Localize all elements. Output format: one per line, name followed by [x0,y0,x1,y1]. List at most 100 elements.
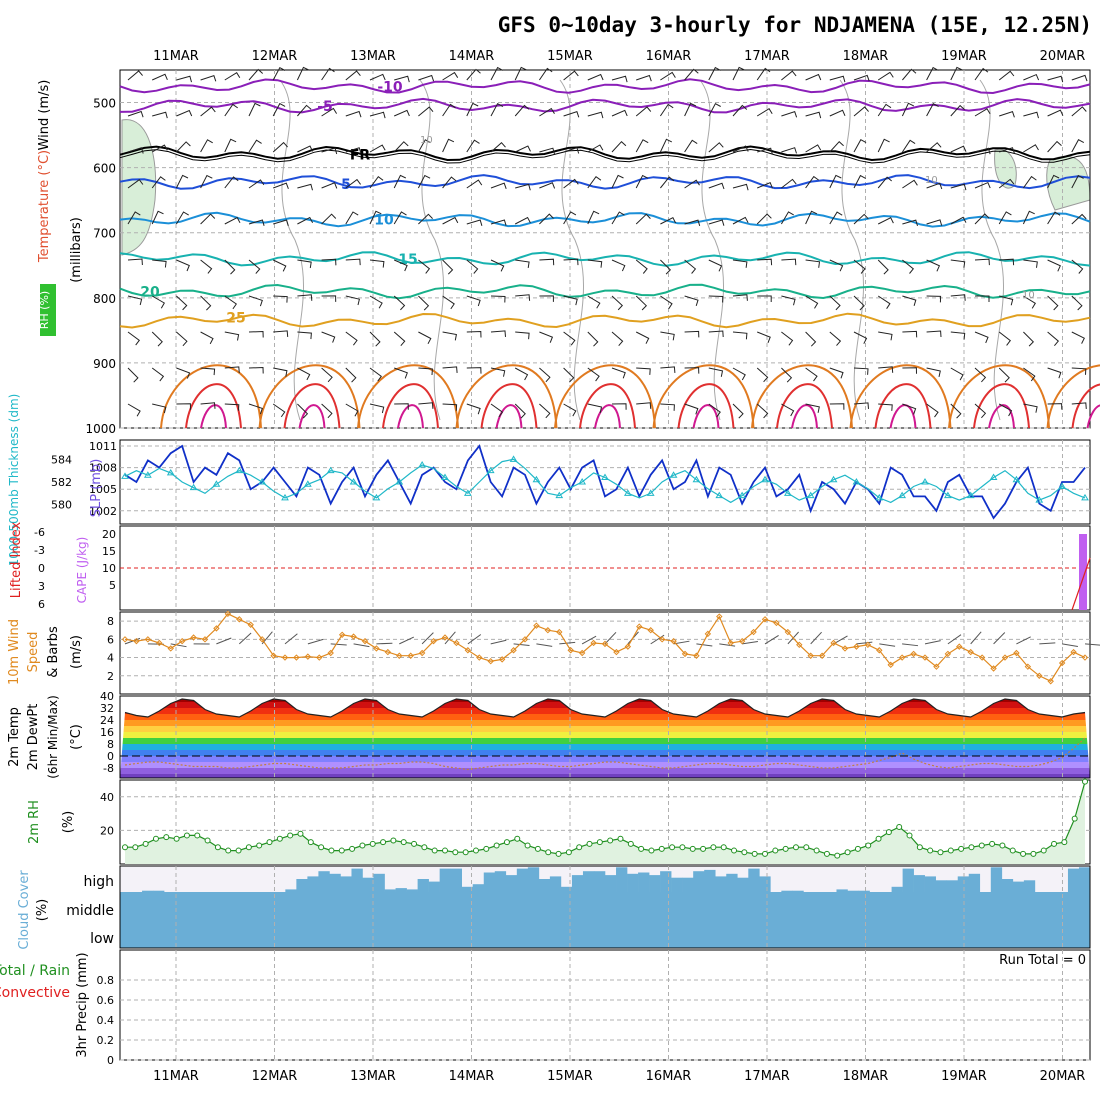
thickness-point [1081,493,1089,501]
temp-tick: 0 [107,750,114,763]
wind-barb [563,211,577,225]
bottom-date-axis: 11MAR 12MAR 13MAR 14MAR 15MAR 16MAR 17MAR 18MAR… [153,1069,1085,1084]
wind-barb [853,74,870,82]
cloud-high-bar [1023,880,1036,892]
wind-barb [369,175,384,189]
wind-barb [393,174,407,189]
wind-barb [539,258,555,266]
temp-line [124,698,1086,718]
date-label-bottom: 16MAR [646,1069,692,1084]
cloud-high-bar [968,873,981,892]
li-tick: 0 [38,562,45,575]
wind-barb [273,219,289,226]
wind-barb [805,210,818,225]
temperature-ylabel: Temperature (°C) [37,150,52,263]
run-total-label: Run Total = 0 [999,953,1086,968]
wind-point [818,652,826,659]
cloud-high-bar [428,881,440,892]
wind-point [921,654,929,661]
rh-label-box [40,284,56,336]
rh-point [369,840,376,847]
date-label-bottom: 19MAR [941,1069,987,1084]
rh-point [493,842,500,849]
temp-ylabel-2: 2m DewPt [26,704,41,771]
wind-barb [297,183,313,191]
wind-barb [970,631,982,645]
wind-barb [877,138,890,153]
thickness-point [166,468,175,476]
wind-barb [345,403,359,417]
wind-barb [611,174,624,189]
wind-barb [176,331,188,347]
precip-tick: 0.8 [97,974,115,987]
precip-frame [119,949,1091,1061]
rh-point [503,839,510,846]
wind-barb [417,174,431,189]
cloud-high-bar [671,877,683,892]
wind-10m-panel: 2 4 6 8 10m Wind Speed & Barbs (m/s) [7,610,1100,695]
thickness-point [418,461,427,468]
thickness-ylabel: 1000-500mb Thickness (dm) [7,394,21,567]
wind-barb [369,111,386,119]
wind-barb [466,219,483,226]
pressure-tick: 800 [93,292,116,306]
wind-barb [224,259,236,275]
wind-barb [636,74,652,82]
slp-line [124,444,1086,520]
wind-barb [248,179,265,189]
thickness-point [395,478,404,485]
wind-barb [345,258,361,266]
thickness-point [715,491,724,499]
wind-ylabel-2: Speed [26,632,41,673]
wind-barb [296,66,310,81]
wind-barb [321,107,338,117]
wind-point [830,639,837,647]
wind-barb [152,403,167,414]
wind-barb [127,295,143,306]
thickness-line [124,458,1086,504]
wind-barb [200,331,214,345]
wind-barb [248,102,261,117]
wind-barb [581,635,597,645]
rh-point [380,839,387,846]
wind-barb [248,139,262,153]
wind-barb [466,68,481,81]
wind-barb [127,70,143,81]
rh-point [214,844,221,851]
wind-barb [394,259,408,272]
wind-barb [369,144,386,153]
temp-tick: 16 [100,726,114,739]
wind-barb [950,331,966,340]
wind-barb [515,183,531,191]
rh-point [896,824,903,831]
cloud-high-bar [538,879,551,892]
wind-barb [732,104,748,117]
wind-point [270,652,277,659]
wind-barb [539,403,551,419]
wind-barb [974,367,987,383]
wind-point [556,628,563,636]
wind-frame [119,611,1091,695]
wind-point [361,637,369,645]
wind-barb [974,108,991,117]
rh-area [125,781,1085,864]
wind-barb [805,259,821,268]
li-tick: 3 [38,580,45,593]
isotherm-line [579,383,636,429]
wind-barb [297,216,314,225]
rh-point [256,842,263,849]
wind-barb [442,71,459,81]
rh-point [927,847,934,854]
wind-point [841,645,849,652]
wind-barb [587,403,603,414]
wind-barb [993,632,1006,645]
wind-point [441,634,449,641]
cloud-high-bar [715,876,727,892]
wind-barb [877,217,894,225]
pressure-tick: 500 [93,97,116,111]
wind-barb [853,139,867,153]
wind-barb [1071,213,1087,225]
wind-barb [902,330,918,338]
date-label-top: 12MAR [252,49,298,64]
wind-barb [369,367,382,382]
